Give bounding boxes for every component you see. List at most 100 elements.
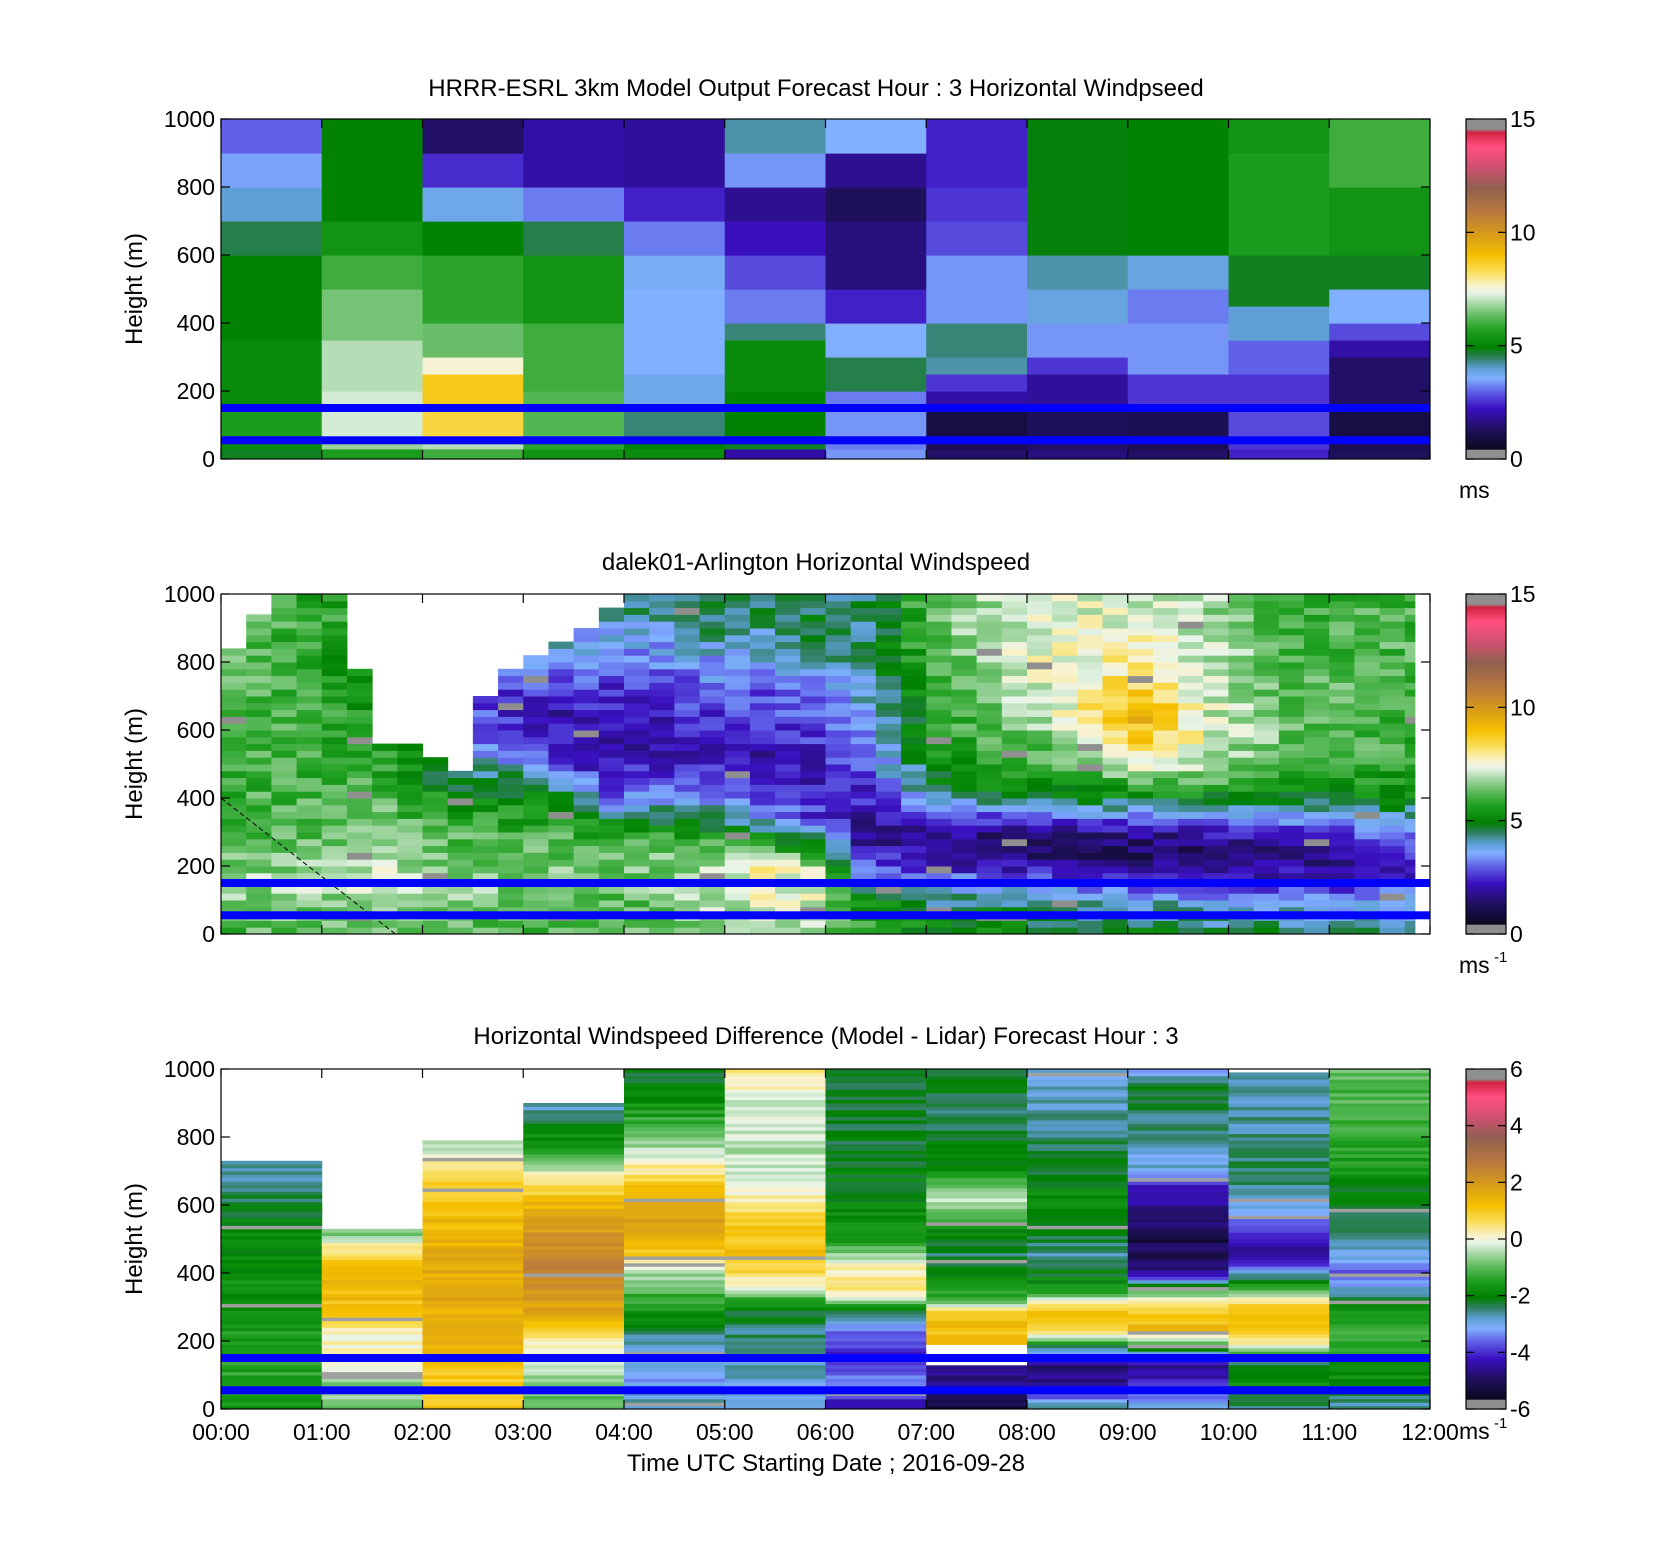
- heatmap-cell: [1027, 743, 1053, 751]
- heatmap-cell: [1228, 1191, 1330, 1196]
- heatmap-cell: [523, 906, 549, 915]
- colorbar-segment: [1466, 1105, 1506, 1108]
- heatmap-cell: [1404, 859, 1416, 867]
- heatmap-cell: [498, 893, 524, 901]
- heatmap-cell: [221, 1296, 323, 1301]
- heatmap-cell: [221, 1330, 323, 1335]
- heatmap-cell: [1354, 736, 1381, 745]
- heatmap-cell: [1077, 764, 1104, 772]
- heatmap-cell: [1127, 1276, 1229, 1281]
- heatmap-cell: [472, 886, 499, 894]
- heatmap-cell: [624, 1303, 726, 1308]
- heatmap-cell: [825, 1283, 927, 1288]
- heatmap-cell: [674, 825, 701, 833]
- heatmap-cell: [1304, 716, 1330, 724]
- heatmap-cell: [674, 641, 701, 649]
- heatmap-cell: [1152, 668, 1179, 677]
- colorbar-segment: [1466, 299, 1506, 302]
- heatmap-cell: [1354, 730, 1381, 738]
- heatmap-cell: [1027, 607, 1053, 615]
- heatmap-cell: [1127, 1341, 1229, 1345]
- heatmap-cell: [850, 743, 877, 751]
- heatmap-cell: [1077, 845, 1104, 853]
- heatmap-cell: [724, 1174, 826, 1179]
- heatmap-cell: [624, 743, 650, 751]
- colorbar-segment: [1466, 764, 1506, 767]
- heatmap-cell: [397, 920, 423, 928]
- colorbar-segment: [1466, 1395, 1506, 1398]
- colorbar-segment: [1466, 383, 1506, 386]
- heatmap-cell: [850, 818, 877, 826]
- heatmap-cell: [749, 614, 776, 622]
- heatmap-cell: [875, 702, 902, 711]
- colorbar-segment: [1466, 754, 1506, 757]
- heatmap-cell: [1253, 872, 1280, 881]
- heatmap-cell: [1127, 1381, 1229, 1386]
- heatmap-cell: [447, 859, 474, 867]
- heatmap-cell: [321, 1283, 423, 1288]
- heatmap-cell: [1027, 323, 1129, 358]
- heatmap-cell: [1127, 1296, 1229, 1301]
- colorbar-segment: [1466, 175, 1506, 178]
- heatmap-cell: [422, 1262, 524, 1267]
- heatmap-cell: [624, 784, 650, 792]
- heatmap-cell: [422, 1215, 524, 1220]
- heatmap-cell: [1178, 614, 1204, 622]
- heatmap-cell: [422, 1307, 524, 1311]
- heatmap-cell: [1329, 1188, 1430, 1192]
- heatmap-cell: [926, 614, 952, 622]
- heatmap-cell: [1027, 777, 1053, 785]
- heatmap-cell: [624, 818, 650, 826]
- heatmap-cell: [1052, 662, 1078, 670]
- heatmap-cell: [573, 927, 600, 934]
- heatmap-cell: [1404, 906, 1416, 915]
- heatmap-cell: [699, 920, 726, 928]
- heatmap-cell: [699, 825, 726, 833]
- heatmap-cell: [624, 804, 650, 813]
- heatmap-cell: [1278, 675, 1305, 683]
- heatmap-cell: [624, 1398, 726, 1403]
- heatmap-cell: [246, 777, 272, 785]
- heatmap-cell: [875, 600, 902, 609]
- colorbar-segment: [1466, 780, 1506, 783]
- heatmap-cell: [1379, 702, 1406, 711]
- heatmap-cell: [724, 648, 751, 656]
- heatmap-cell: [296, 607, 323, 615]
- heatmap-cell: [674, 804, 701, 813]
- heatmap-cell: [1354, 811, 1381, 819]
- heatmap-cell: [271, 784, 298, 792]
- heatmap-cell: [1354, 764, 1381, 772]
- colorbar-segment: [1466, 630, 1506, 633]
- heatmap-cell: [825, 1341, 927, 1345]
- heatmap-cell: [523, 1225, 625, 1230]
- heatmap-cell: [1304, 927, 1330, 934]
- heatmap-cell: [1152, 893, 1179, 901]
- heatmap-cell: [321, 1361, 423, 1366]
- heatmap-cell: [825, 641, 852, 649]
- colorbar-segment: [1466, 664, 1506, 667]
- heatmap-cell: [397, 764, 423, 772]
- heatmap-cell: [1404, 607, 1416, 615]
- heatmap-cell: [1203, 668, 1229, 677]
- heatmap-cell: [1027, 1303, 1129, 1308]
- heatmap-cell: [1404, 723, 1416, 731]
- heatmap-cell: [296, 675, 323, 683]
- heatmap-cell: [926, 1256, 1028, 1260]
- heatmap-cell: [598, 811, 625, 819]
- heatmap-cell: [875, 764, 902, 772]
- heatmap-cell: [523, 1103, 625, 1107]
- heatmap-cell: [346, 859, 373, 867]
- heatmap-cell: [1329, 1371, 1430, 1376]
- heatmap-cell: [926, 1368, 1028, 1373]
- colorbar-segment: [1466, 1145, 1506, 1148]
- heatmap-cell: [724, 1269, 826, 1274]
- x-tick-label: 10:00: [1200, 1419, 1258, 1445]
- heatmap-cell: [1253, 648, 1280, 656]
- heatmap-cell: [321, 1300, 423, 1305]
- heatmap-cell: [1228, 1347, 1330, 1352]
- heatmap-cell: [1379, 682, 1406, 690]
- colorbar-segment: [1466, 1185, 1506, 1188]
- heatmap-cell: [321, 1290, 423, 1294]
- colorbar-segment: [1466, 1303, 1506, 1306]
- heatmap-cell: [951, 859, 978, 867]
